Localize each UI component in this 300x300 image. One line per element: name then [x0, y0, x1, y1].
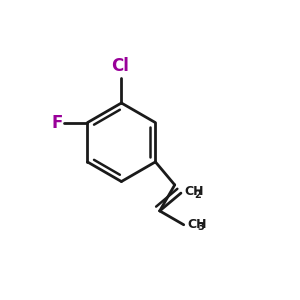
Text: 2: 2 [194, 190, 201, 200]
Text: 3: 3 [197, 222, 204, 232]
Text: F: F [51, 114, 62, 132]
Text: CH: CH [187, 218, 207, 231]
Text: Cl: Cl [111, 57, 129, 75]
Text: CH: CH [184, 185, 204, 198]
